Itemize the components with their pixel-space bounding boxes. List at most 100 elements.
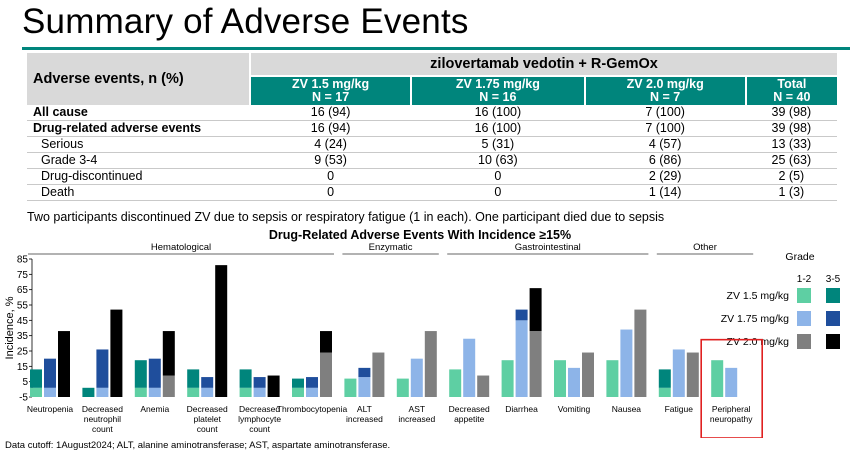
table-column-headers: ZV 1.5 mg/kg N = 17 ZV 1.75 mg/kg N = 16 ZV … <box>27 75 837 105</box>
column-header: ZV 1.5 mg/kg N = 17 <box>248 75 412 105</box>
bar-grade-1-2 <box>410 358 423 397</box>
table-cell: 5 (31) <box>481 137 515 151</box>
bar-grade-3-5 <box>201 377 214 388</box>
x-tick-label: Neutropenia <box>27 404 74 414</box>
bar-grade-1-2 <box>396 378 409 397</box>
y-tick-label: 15 <box>17 362 29 373</box>
x-tick-label: Fatigue <box>665 404 694 414</box>
bar-grade-1-2 <box>372 352 385 397</box>
highlight-box <box>700 338 764 438</box>
bar-grade-1-2 <box>658 387 671 397</box>
table-cell: 2 (29) <box>648 169 682 183</box>
bar-grade-3-5 <box>44 358 56 388</box>
bar-grade-1-2 <box>568 367 580 397</box>
table-body: All cause 16 (94) 16 (100) 7 (100) 39 (98) Dr… <box>27 105 837 201</box>
x-tick-label: Thrombocytopenia <box>277 404 348 414</box>
bar-grade-1-2 <box>239 387 252 397</box>
table-cell: 0 <box>327 185 335 199</box>
legend-swatch-grade-3-5 <box>826 311 840 326</box>
bar-grade-1-2 <box>148 387 161 397</box>
table-cell: 2 (5) <box>778 169 805 183</box>
bar-grade-3-5 <box>215 265 228 397</box>
bar-grade-3-5 <box>162 331 175 376</box>
table-group-header: zilovertamab vedotin + R-GemOx <box>249 53 837 76</box>
legend-swatch-grade-1-2 <box>797 288 811 303</box>
bar-grade-1-2 <box>30 387 42 397</box>
bar-grade-1-2 <box>201 387 214 397</box>
bar-grade-1-2 <box>253 387 266 397</box>
table-cell: 9 (53) <box>314 153 347 167</box>
table-cell: 1 (3) <box>778 185 805 199</box>
column-header: Total N = 40 <box>744 75 837 105</box>
chart-title: Drug-Related Adverse Events With Inciden… <box>269 228 571 242</box>
y-tick-label: 25 <box>17 347 29 358</box>
bar-grade-3-5 <box>267 375 280 397</box>
x-tick-label: Decreased platelet count <box>187 404 228 434</box>
table-cell: 1 (14) <box>648 185 682 199</box>
legend-series-label: ZV 2.0 mg/kg <box>727 336 790 348</box>
column-n: N = 17 <box>311 90 350 104</box>
group-label: Enzymatic <box>369 242 413 253</box>
x-tick-label: Decreased neutrophil count <box>82 404 123 434</box>
x-tick-label: Nausea <box>612 404 642 414</box>
row-label: All cause <box>33 105 88 119</box>
bar-grade-1-2 <box>501 360 514 397</box>
y-tick-label: 5 <box>22 377 28 388</box>
row-label: Grade 3-4 <box>41 153 98 167</box>
bar-grade-3-5 <box>253 377 266 388</box>
table-cell: 39 (98) <box>771 121 812 135</box>
legend-col-3-5: 3-5 <box>826 274 841 285</box>
bar-grade-1-2 <box>162 375 175 397</box>
bar-grade-3-5 <box>134 360 147 388</box>
table-cell: 16 (94) <box>310 105 351 119</box>
y-axis: -5 5 15 25 35 45 55 65 75 85 Incidence, % <box>4 255 33 404</box>
table-cell: 4 (57) <box>648 137 682 151</box>
bar-grade-1-2 <box>634 309 647 397</box>
table-cell: 4 (24) <box>314 137 347 151</box>
bar-grade-1-2 <box>725 367 738 397</box>
column-n: N = 16 <box>479 90 517 104</box>
bar-grade-1-2 <box>344 378 357 397</box>
y-tick-label: 65 <box>17 285 29 296</box>
bar-grade-1-2 <box>187 387 200 397</box>
row-label: Drug-related adverse events <box>33 121 202 135</box>
bar-grade-1-2 <box>306 387 318 397</box>
table-cell: 7 (100) <box>645 105 685 119</box>
table-cell: 16 (94) <box>310 121 351 135</box>
y-tick-label: 45 <box>17 316 29 327</box>
column-header: ZV 1.75 mg/kg N = 16 <box>410 75 585 105</box>
column-dose: ZV 1.5 mg/kg <box>292 77 370 91</box>
table-row-header: Adverse events, n (%) <box>27 53 250 105</box>
table-cell: 0 <box>494 185 502 199</box>
legend-swatch-grade-3-5 <box>826 334 840 349</box>
x-tick-label: Peripheral neuropathy <box>710 404 753 424</box>
table-cell: 7 (100) <box>645 121 685 135</box>
column-dose: Total <box>777 77 807 91</box>
table-cell: 6 (86) <box>648 153 682 167</box>
row-label: Serious <box>41 137 84 151</box>
legend-swatch-grade-1-2 <box>797 311 811 326</box>
table-row: Grade 3-4 9 (53) 10 (63) 6 (86) 25 (63) <box>27 153 837 169</box>
row-label: Death <box>41 185 75 199</box>
bar-grade-3-5 <box>515 309 528 321</box>
table-cell: 10 (63) <box>478 153 518 167</box>
bar-grade-1-2 <box>672 349 685 397</box>
bar-grade-1-2 <box>686 352 699 397</box>
x-tick-label: Decreased lymphocyte count <box>238 404 281 434</box>
bar-grade-1-2 <box>529 331 542 397</box>
bar-grade-3-5 <box>358 367 371 378</box>
group-label: Other <box>693 242 717 253</box>
table-row: All cause 16 (94) 16 (100) 7 (100) 39 (98) <box>27 105 837 121</box>
footnote: Data cutoff: 1August2024; ALT, alanine a… <box>5 440 391 451</box>
bar-grade-3-5 <box>292 378 304 388</box>
x-tick-label: Decreased appetite <box>449 404 490 424</box>
y-tick-label: 85 <box>17 255 29 266</box>
bar-grade-3-5 <box>658 369 671 388</box>
column-header: ZV 2.0 mg/kg N = 7 <box>583 75 746 105</box>
legend-swatch-grade-1-2 <box>797 334 811 349</box>
bar-grade-1-2 <box>582 352 594 397</box>
y-tick-label: -5 <box>19 393 28 404</box>
column-n: N = 40 <box>773 90 811 104</box>
bar-grade-3-5 <box>306 377 318 388</box>
bar-grade-1-2 <box>463 338 476 397</box>
